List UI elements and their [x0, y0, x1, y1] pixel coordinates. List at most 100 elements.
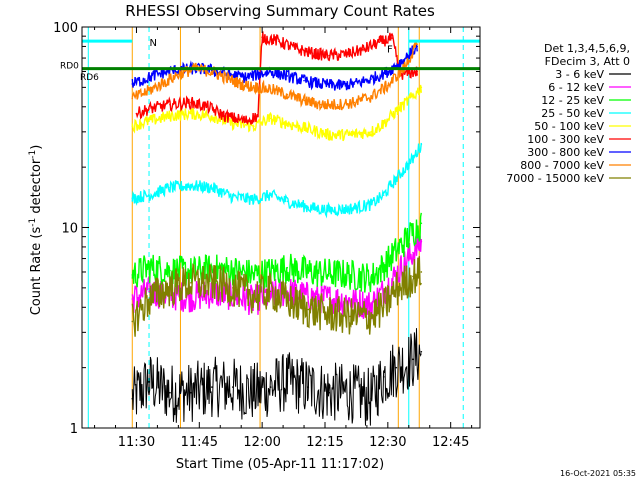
data-point: [328, 54, 330, 57]
data-point: [232, 386, 234, 388]
data-point: [148, 120, 150, 122]
data-point: [232, 287, 234, 289]
data-point: [169, 115, 171, 117]
data-point: [227, 78, 230, 80]
data-point: [148, 380, 150, 383]
data-point: [169, 269, 171, 272]
data-point: [269, 117, 272, 120]
data-point: [211, 268, 213, 270]
data-point: [387, 70, 389, 73]
data-point: [211, 186, 213, 189]
data-point: [169, 391, 171, 394]
data-point: [361, 48, 364, 51]
data-point: [336, 84, 339, 87]
data-point: [370, 203, 372, 206]
data-point: [148, 108, 150, 110]
x-tick-label: 12:15: [306, 435, 343, 450]
data-point: [370, 315, 372, 318]
x-axis-label: Start Time (05-Apr-11 11:17:02): [176, 457, 384, 472]
data-point: [349, 391, 351, 394]
data-point: [370, 78, 372, 80]
data-point: [420, 350, 423, 353]
data-point: [370, 397, 372, 400]
data-point: [286, 200, 289, 203]
data-point: [395, 177, 398, 180]
data-point: [382, 194, 385, 196]
data-point: [307, 296, 310, 298]
y-tick-label: 1: [70, 422, 78, 437]
data-point: [349, 207, 351, 210]
data-point: [286, 380, 289, 383]
data-point: [206, 105, 209, 108]
data-point: [244, 120, 247, 122]
data-point: [391, 37, 393, 39]
data-point: [320, 83, 322, 85]
data-point: [269, 294, 272, 296]
data-point: [349, 300, 351, 302]
data-point: [269, 386, 272, 388]
data-point: [232, 269, 234, 272]
x-tick-label: 12:00: [243, 435, 280, 450]
data-point: [420, 240, 423, 243]
data-point: [190, 101, 192, 104]
data-point: [232, 196, 234, 198]
y-tick-label: 10: [61, 222, 78, 237]
data-point: [169, 103, 171, 106]
data-point: [420, 86, 423, 89]
data-point: [269, 88, 272, 90]
data-point: [244, 76, 247, 79]
data-point: [416, 45, 418, 48]
data-point: [349, 133, 351, 136]
data-point: [395, 366, 398, 369]
data-point: [395, 110, 398, 113]
data-point: [307, 206, 310, 209]
data-point: [177, 73, 180, 76]
legend: Det 1,3,4,5,6,9,FDecim 3, Att 03 - 6 keV…: [506, 42, 631, 185]
data-point: [269, 194, 272, 196]
data-point: [403, 58, 406, 61]
data-point: [416, 70, 418, 73]
data-point: [252, 274, 255, 276]
data-point: [190, 112, 192, 115]
legend-entry-label: 800 - 7000 keV: [520, 159, 604, 172]
data-point: [160, 83, 163, 85]
data-point: [382, 376, 385, 378]
data-point: [286, 75, 289, 77]
data-point: [328, 391, 330, 394]
data-point: [370, 304, 372, 306]
data-point: [303, 79, 305, 82]
legend-entry-label: 100 - 300 keV: [527, 133, 604, 146]
series-line: [131, 328, 422, 426]
data-point: [252, 125, 255, 128]
legend-entry-label: 25 - 50 keV: [541, 107, 604, 120]
data-point: [232, 122, 234, 125]
data-point: [148, 266, 150, 269]
data-point: [261, 36, 263, 38]
series-line: [131, 142, 422, 219]
legend-entry-label: 7000 - 15000 keV: [506, 172, 604, 185]
data-point: [131, 320, 134, 323]
data-point: [190, 391, 192, 394]
series-line: [131, 256, 422, 337]
legend-entry-label: 300 - 800 keV: [527, 146, 604, 159]
x-tick-label: 11:30: [118, 435, 155, 450]
data-point: [286, 122, 289, 125]
data-point: [307, 386, 310, 388]
data-point: [382, 122, 385, 125]
data-point: [148, 290, 150, 293]
data-point: [382, 306, 385, 309]
data-point: [257, 115, 259, 117]
data-point: [412, 231, 414, 233]
series-line: [135, 31, 418, 126]
data-point: [395, 250, 398, 253]
data-point: [252, 198, 255, 201]
data-point: [269, 271, 272, 273]
data-point: [311, 52, 314, 55]
legend-header: Det 1,3,4,5,6,9,: [544, 42, 630, 55]
data-point: [303, 99, 305, 102]
data-point: [190, 184, 192, 187]
series-line: [131, 40, 418, 112]
legend-entry-label: 12 - 25 keV: [541, 94, 604, 107]
data-point: [131, 97, 134, 100]
